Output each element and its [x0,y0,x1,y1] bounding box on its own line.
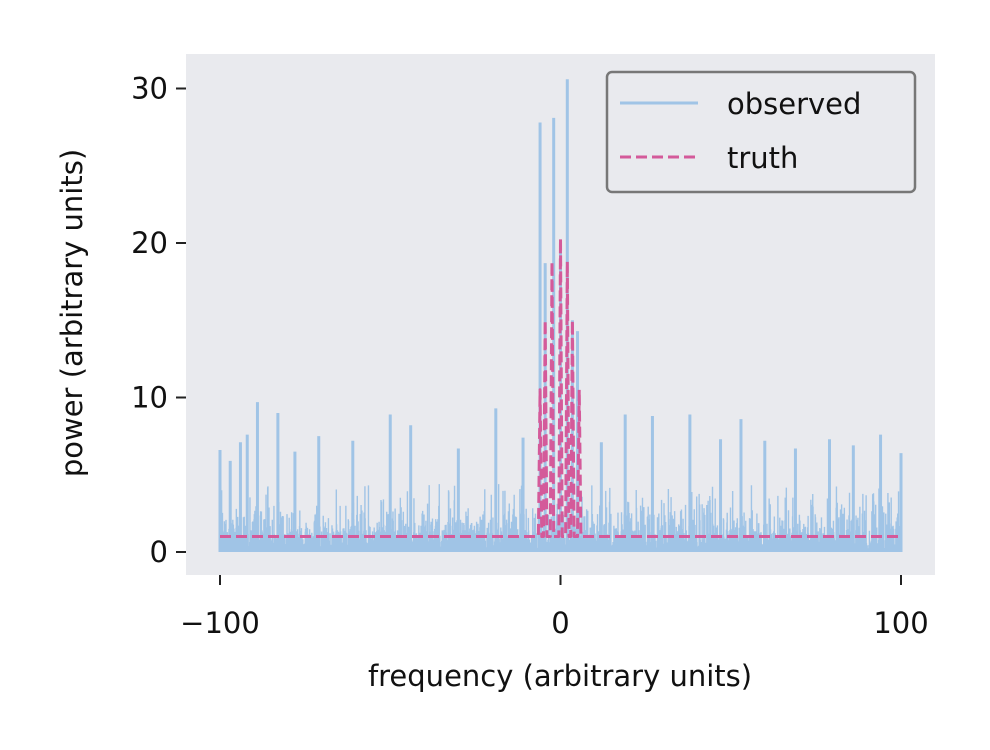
legend-observed-label: observed [727,87,861,121]
legend-truth-label: truth [727,141,798,175]
y-tick-label: 20 [131,226,168,260]
y-axis-label: power (arbitrary units) [55,149,89,477]
y-tick-label: 0 [150,535,168,569]
legend: observed truth [605,70,917,194]
x-tick-label: 0 [551,606,569,640]
y-tick-label: 10 [131,381,168,415]
x-tick-label: 100 [873,606,928,640]
y-axis: 0 10 20 30 [131,72,186,569]
y-tick-label: 30 [131,72,168,106]
truth-series [220,236,901,539]
x-tick-label: −100 [180,606,260,640]
x-axis-label: frequency (arbitrary units) [368,659,752,693]
x-axis: −100 0 100 [180,575,929,640]
truth-line [220,236,901,539]
